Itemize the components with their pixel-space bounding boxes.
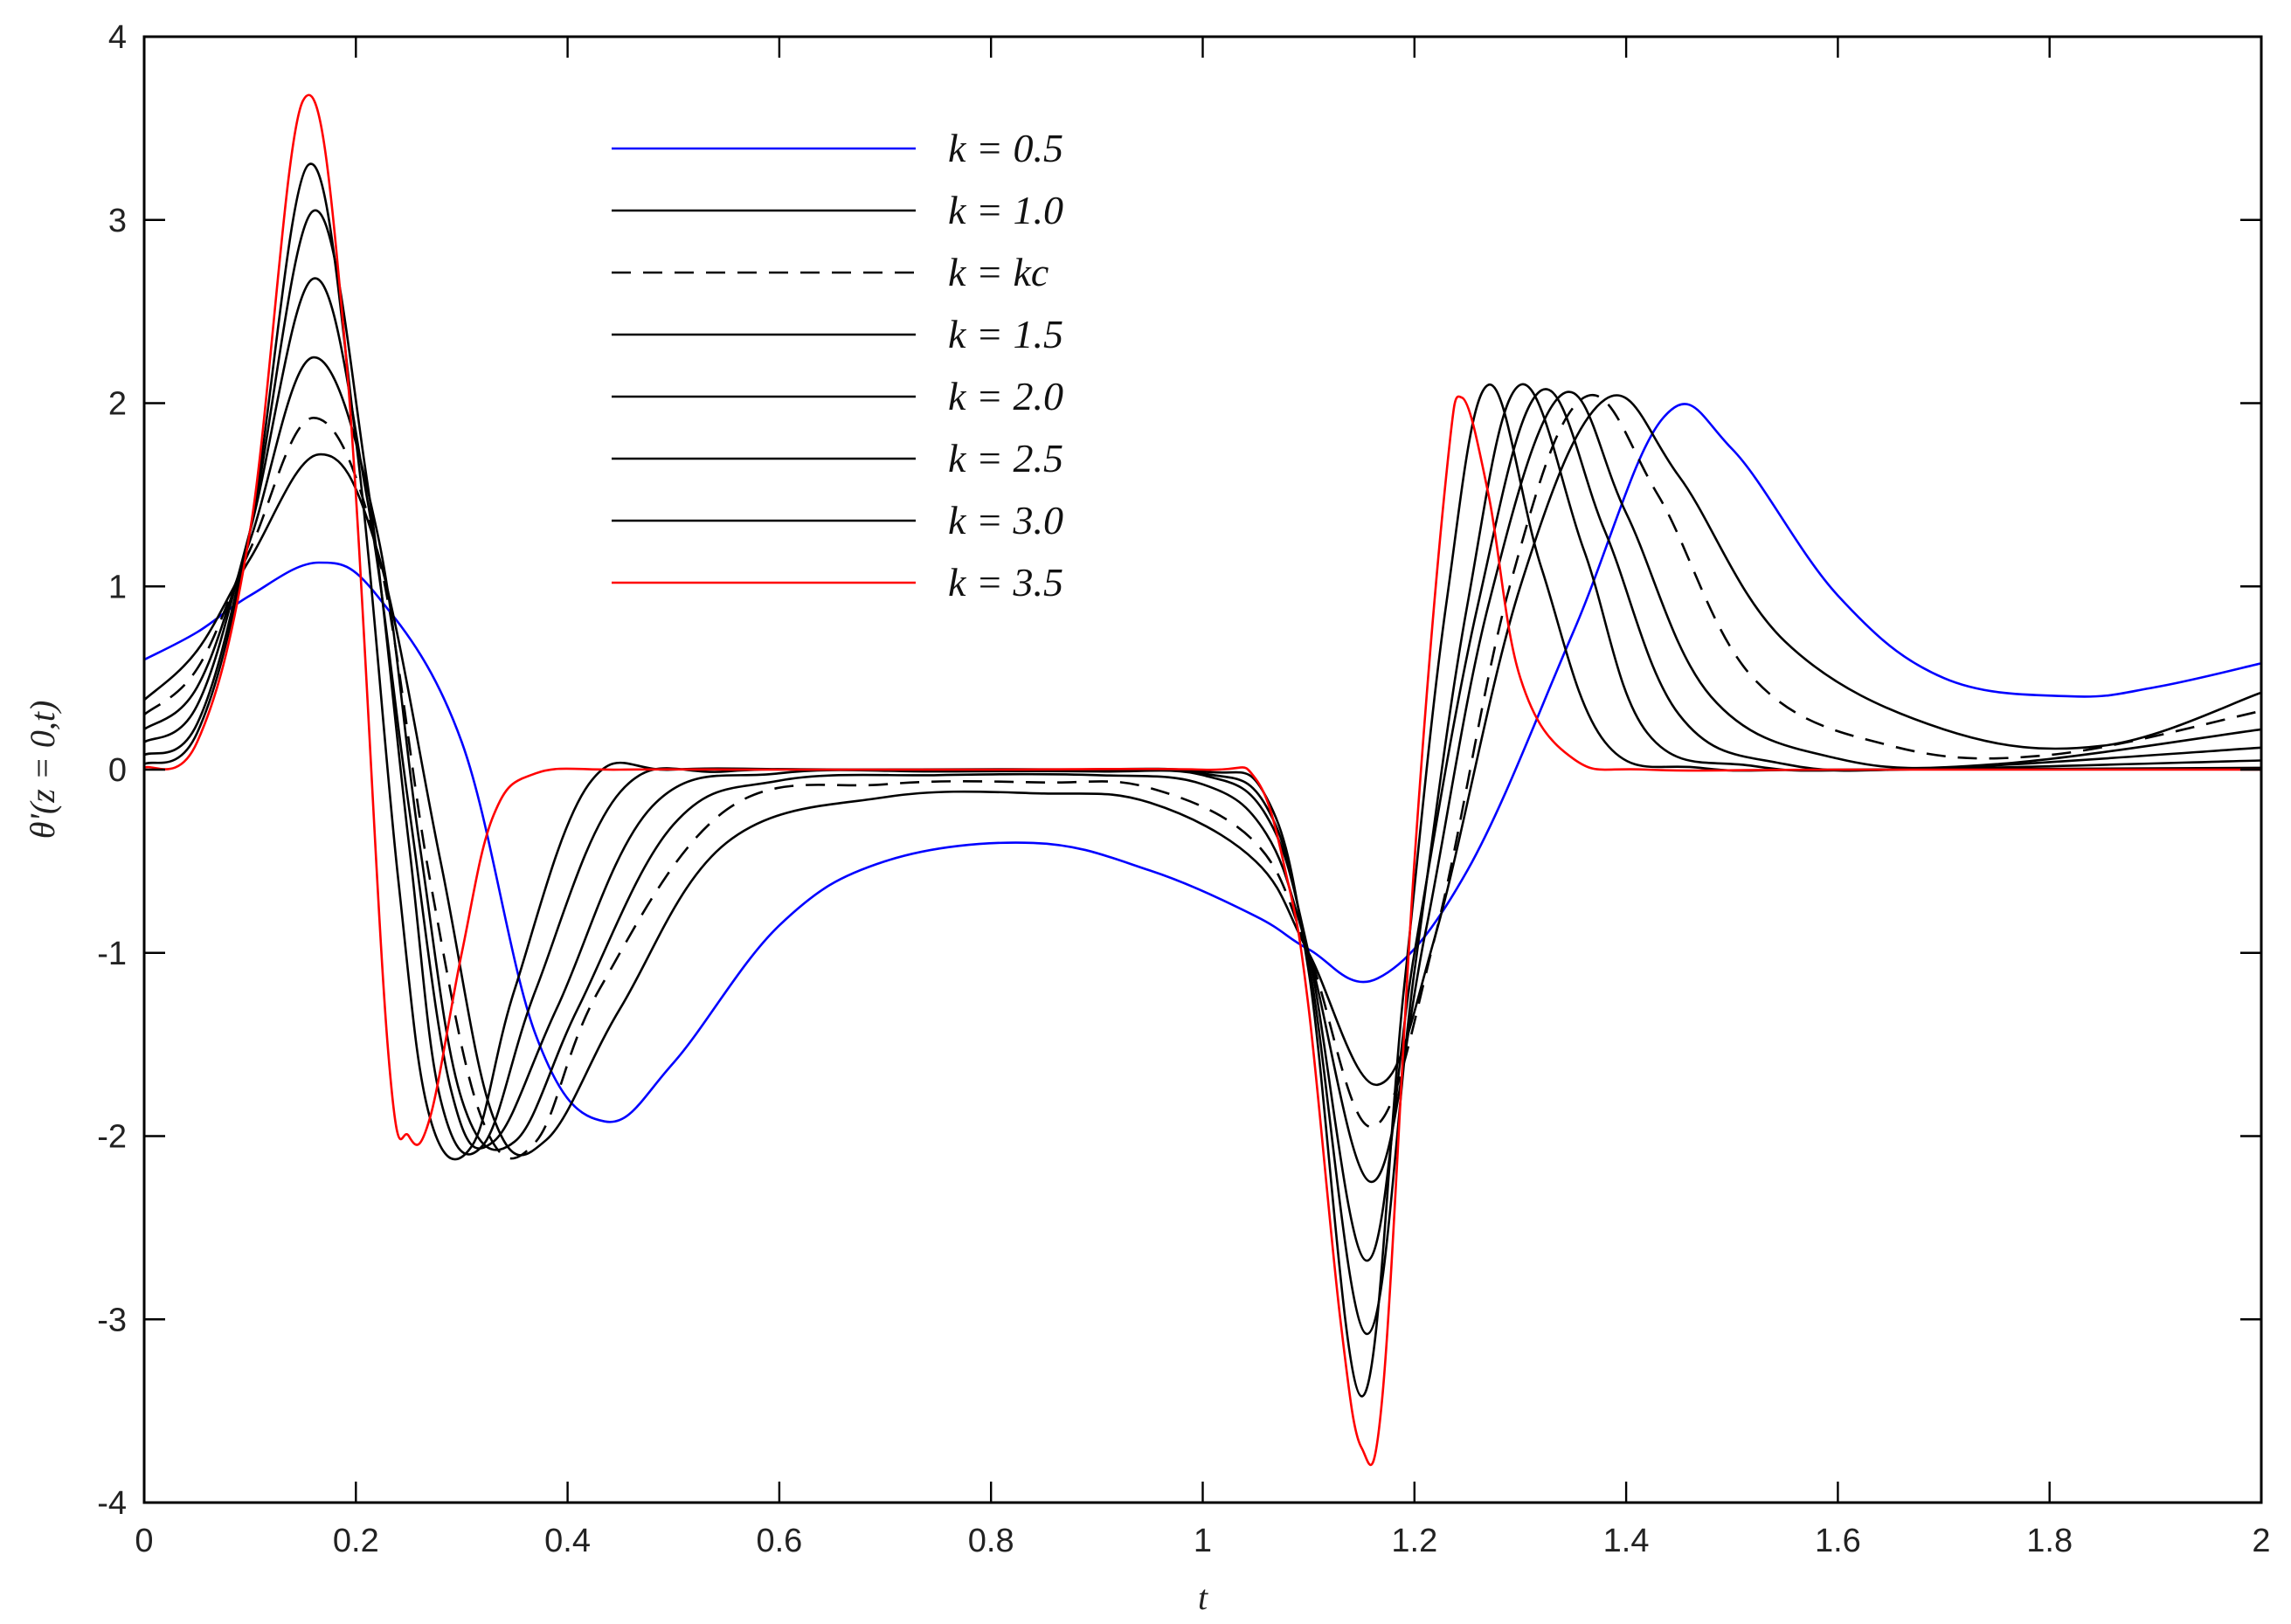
- x-tick-label: 1.2: [1391, 1523, 1437, 1559]
- x-tick-label: 0.8: [968, 1523, 1014, 1559]
- x-axis-label: t: [1198, 1578, 1208, 1617]
- legend-label: k = 2.0: [948, 374, 1063, 418]
- x-tick-label: 0.2: [333, 1523, 379, 1559]
- legend-label: k = 3.5: [948, 560, 1063, 605]
- y-tick-label: 3: [108, 203, 127, 239]
- x-tick-label: 0.6: [756, 1523, 802, 1559]
- y-tick-label: -3: [97, 1302, 127, 1338]
- legend-label: k = 0.5: [948, 126, 1063, 170]
- legend-label: k = kc: [948, 250, 1049, 294]
- y-tick-label: 4: [108, 19, 127, 56]
- x-tick-label: 2: [2252, 1523, 2270, 1559]
- y-tick-label: -1: [97, 936, 127, 972]
- series-line-k-kc: [144, 394, 2261, 1160]
- y-tick-label: 2: [108, 386, 127, 423]
- y-tick-label: 0: [108, 752, 127, 789]
- y-tick-labels: -4 -3 -2 -1 0 1 2 3 4: [97, 19, 127, 1522]
- series-line-k-1-5: [144, 356, 2261, 1184]
- y-tick-label: -4: [97, 1485, 127, 1522]
- legend-label: k = 3.0: [948, 498, 1063, 542]
- x-tick-labels: 0 0.2 0.4 0.6 0.8 1 1.2 1.4 1.6 1.8 2: [135, 1523, 2270, 1559]
- y-axis-label: θ'(z = 0,t): [23, 701, 62, 840]
- legend-label: k = 1.0: [948, 188, 1063, 232]
- x-tick-label: 0.4: [544, 1523, 591, 1559]
- series-line-k-0-5: [144, 403, 2261, 1123]
- plot-frame: [142, 35, 2263, 1504]
- series-lines: [144, 93, 2261, 1467]
- series-line-k-3-5: [144, 93, 2261, 1467]
- legend: k = 0.5 k = 1.0 k = kc k = 1.5 k = 2.0 k = 2.…: [612, 126, 1063, 605]
- x-tick-label: 1.4: [1603, 1523, 1650, 1559]
- y-tick-label: -2: [97, 1119, 127, 1156]
- x-tick-label: 0: [135, 1523, 153, 1559]
- legend-label: k = 2.5: [948, 436, 1063, 480]
- series-line-k-2-0: [144, 277, 2261, 1262]
- x-tick-label: 1: [1194, 1523, 1212, 1559]
- y-tick-label: 1: [108, 569, 127, 605]
- legend-label: k = 1.5: [948, 312, 1063, 356]
- x-tick-label: 1.8: [2026, 1523, 2073, 1559]
- series-line-k-1-0: [144, 394, 2261, 1157]
- x-tick-label: 1.6: [1815, 1523, 1861, 1559]
